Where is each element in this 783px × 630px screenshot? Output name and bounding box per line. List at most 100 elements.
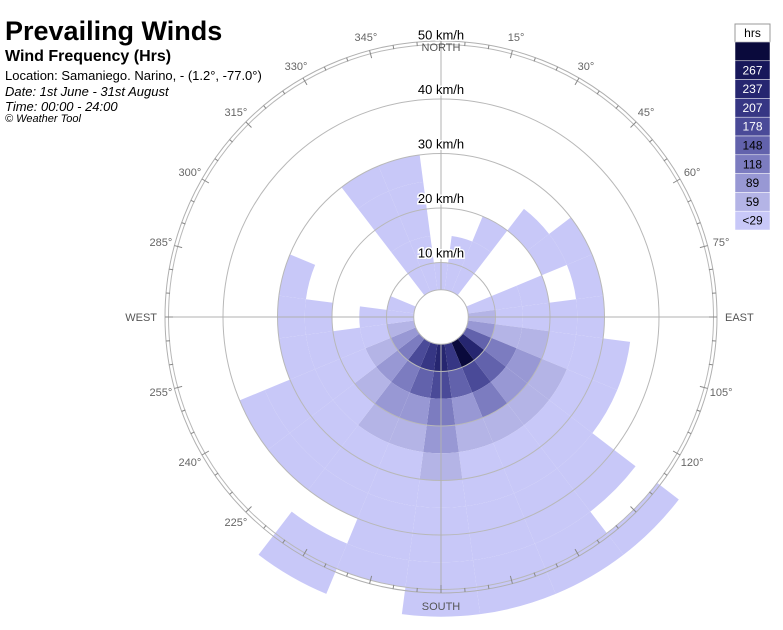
sector-bin xyxy=(391,241,421,274)
sector-bin xyxy=(448,367,473,399)
tick-mark xyxy=(699,385,708,389)
sector-bin xyxy=(474,350,506,382)
sector-bin xyxy=(503,446,558,494)
tick-mark xyxy=(263,105,267,109)
sector-bin xyxy=(472,216,508,253)
sector-bin xyxy=(368,468,420,507)
angle-label: 345° xyxy=(355,32,378,44)
legend-label: 89 xyxy=(746,176,760,190)
chart-subtitle: Wind Frequency (Hrs) xyxy=(5,48,172,65)
sector-bin xyxy=(336,543,409,588)
sector-bin xyxy=(420,342,438,372)
sector-bin xyxy=(469,518,535,561)
sector-bin xyxy=(507,383,550,426)
tick-mark xyxy=(487,45,490,50)
sector-bin xyxy=(258,533,337,594)
sector-bin xyxy=(451,392,483,426)
sector-bin xyxy=(566,334,604,380)
sector-bin xyxy=(357,493,417,534)
sector-bin xyxy=(388,417,427,453)
label-layer: 10 km/h 20 km/h 30 km/h 40 km/h 50 km/h 15° 30… xyxy=(125,26,754,613)
sector-bin xyxy=(491,285,523,310)
legend-swatch xyxy=(734,210,771,231)
sector-bin xyxy=(359,324,391,349)
sector-bin xyxy=(374,216,410,253)
sector-bin xyxy=(332,383,375,426)
sector-bin xyxy=(289,416,342,469)
tick-mark xyxy=(630,121,637,128)
tick-mark xyxy=(229,491,233,495)
sector-bin xyxy=(278,254,316,300)
sector-bin xyxy=(448,235,473,267)
tick-mark xyxy=(630,506,637,513)
tick-mark xyxy=(687,199,692,203)
sector-bin xyxy=(455,417,494,453)
sector-bin xyxy=(451,266,475,296)
tick-mark xyxy=(699,245,708,249)
ring-label: 20 km/h xyxy=(418,191,464,206)
tick-mark xyxy=(190,199,195,203)
tick-mark xyxy=(672,450,681,456)
tick-mark xyxy=(169,363,174,366)
sector-bin xyxy=(444,342,462,372)
tick-mark xyxy=(574,548,580,557)
sector-bin xyxy=(505,348,542,384)
sector-bin xyxy=(399,392,431,426)
sector-bin xyxy=(524,489,591,544)
sector-bin xyxy=(341,165,389,209)
sector-bin xyxy=(332,327,366,359)
sector-bin xyxy=(549,217,593,265)
tick-mark xyxy=(574,77,580,86)
sector-bin xyxy=(566,254,604,300)
tick-mark xyxy=(214,158,219,162)
legend-title: hrs xyxy=(744,26,761,40)
tick-mark xyxy=(181,222,186,225)
sector-bin xyxy=(516,275,550,307)
tick-mark xyxy=(169,268,174,271)
tick-mark xyxy=(533,572,536,577)
sector-bin xyxy=(493,425,541,469)
legend-label: 267 xyxy=(742,63,762,77)
angle-label: 330° xyxy=(285,61,308,73)
tick-mark xyxy=(708,363,713,366)
sector-bin xyxy=(278,334,316,380)
sector-bin xyxy=(378,442,424,480)
sector-bin xyxy=(420,262,438,292)
tick-mark xyxy=(555,66,559,71)
sector-bin xyxy=(523,399,571,447)
sector-layer xyxy=(239,154,679,617)
inner-ring xyxy=(413,289,469,345)
tick-mark xyxy=(663,472,668,476)
sector-bin xyxy=(390,327,420,351)
ring-label: 40 km/h xyxy=(418,82,464,97)
tick-mark xyxy=(596,539,600,544)
tick-mark xyxy=(687,431,692,435)
sector-bin xyxy=(513,468,574,519)
tick-mark xyxy=(174,245,183,249)
tick-mark xyxy=(201,178,210,184)
tick-mark xyxy=(555,563,559,568)
sector-bin xyxy=(457,333,485,361)
tick-mark xyxy=(615,105,619,109)
tick-mark xyxy=(346,57,349,62)
tick-mark xyxy=(696,409,701,412)
sector-bin xyxy=(374,381,410,418)
sector-bin xyxy=(516,327,550,359)
sector-bin xyxy=(399,208,431,242)
tick-mark xyxy=(392,584,395,589)
tick-mark xyxy=(245,121,252,128)
tick-mark xyxy=(596,90,600,95)
tick-mark xyxy=(302,548,308,557)
sector-bin xyxy=(573,449,636,512)
date-text: Date: 1st June - 31st August xyxy=(5,84,169,99)
sector-bin xyxy=(376,350,408,382)
tick-mark xyxy=(649,139,653,143)
ring-label: 30 km/h xyxy=(418,137,464,152)
angle-label: 300° xyxy=(178,167,201,179)
sector-bin xyxy=(592,338,631,390)
angle-label: 60° xyxy=(684,167,701,179)
sector-bin xyxy=(386,296,416,314)
angle-label: 15° xyxy=(508,32,525,44)
sector-bin xyxy=(507,208,550,251)
